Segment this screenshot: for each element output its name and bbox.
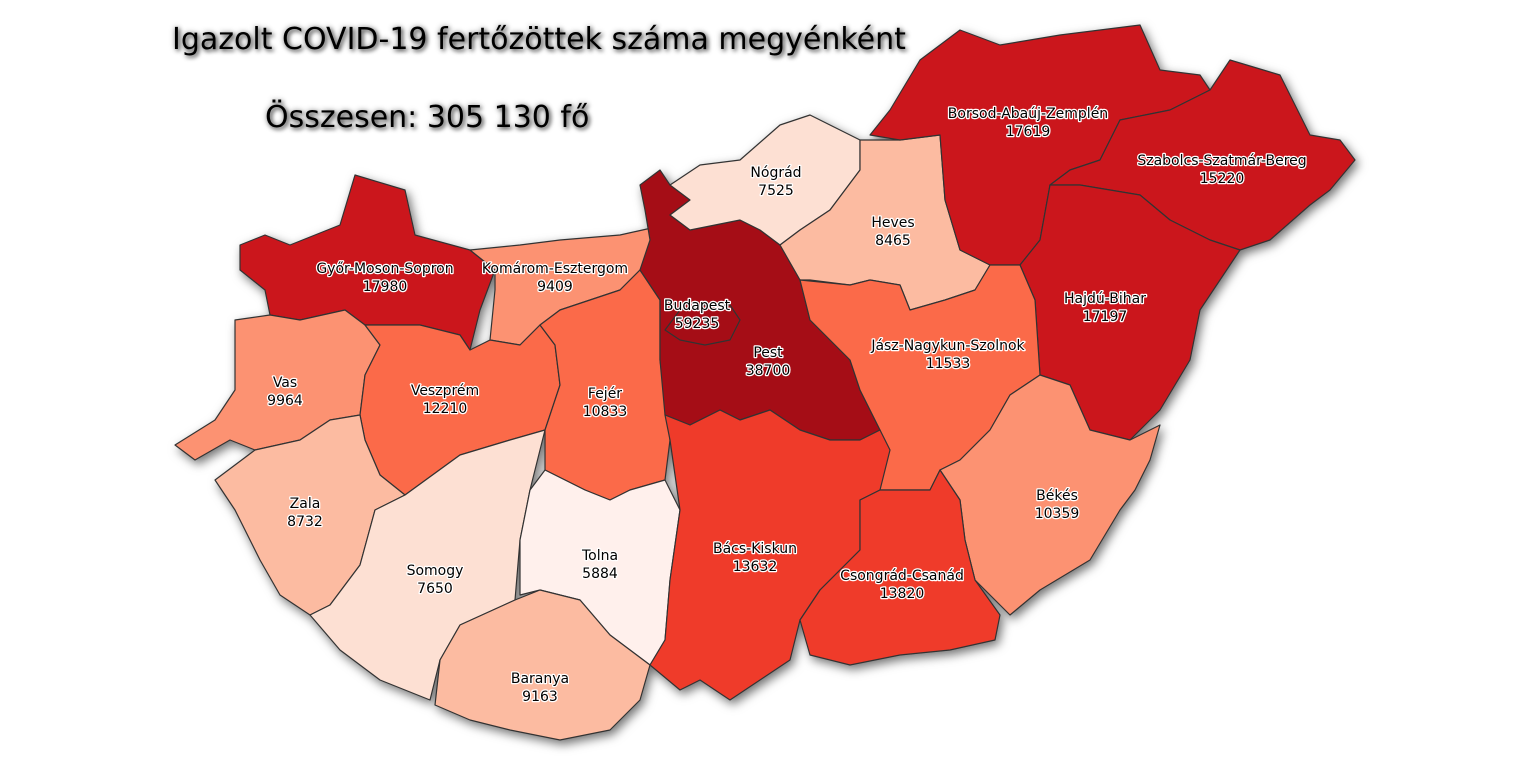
county-name-label: Baranya — [511, 671, 569, 687]
county-value-label: 17197 — [1083, 309, 1128, 325]
county-value-label: 9163 — [522, 689, 558, 705]
county-value-label: 38700 — [746, 363, 791, 379]
county-name-label: Budapest — [664, 298, 731, 314]
county-value-label: 10359 — [1035, 506, 1080, 522]
county-bekes — [939, 374, 1161, 616]
county-value-label: 7525 — [758, 183, 794, 199]
county-budapest — [664, 304, 741, 346]
county-name-label: Bács-Kiskun — [713, 541, 797, 557]
county-value-label: 7650 — [417, 581, 453, 597]
county-value-label: 12210 — [423, 401, 468, 417]
county-name-label: Hajdú-Bihar — [1064, 291, 1146, 307]
county-name-label: Borsod-Abaúj-Zemplén — [948, 106, 1108, 122]
county-name-label: Szabolcs-Szatmár-Bereg — [1137, 153, 1306, 169]
county-value-label: 17980 — [363, 279, 408, 295]
county-name-label: Csongrád-Csanád — [840, 568, 964, 584]
county-name-label: Tolna — [581, 548, 618, 564]
county-value-label: 9964 — [267, 393, 303, 409]
county-name-label: Komárom-Esztergom — [482, 261, 628, 277]
county-value-label: 15220 — [1200, 171, 1245, 187]
county-value-label: 10833 — [583, 404, 628, 420]
county-value-label: 17619 — [1006, 124, 1051, 140]
county-name-label: Pest — [753, 345, 783, 361]
county-name-label: Nógrád — [750, 165, 801, 181]
county-value-label: 9409 — [537, 279, 573, 295]
map-title: Igazolt COVID-19 fertőzöttek száma megyé… — [172, 22, 906, 57]
county-value-label: 11533 — [926, 356, 971, 372]
county-name-label: Győr-Moson-Sopron — [316, 261, 453, 277]
county-name-label: Zala — [290, 496, 321, 512]
county-value-label: 8732 — [287, 514, 323, 530]
county-value-label: 8465 — [875, 233, 911, 249]
county-value-label: 5884 — [582, 566, 618, 582]
county-csongrad-csanad — [799, 469, 1001, 666]
county-value-label: 59235 — [675, 316, 720, 332]
county-name-label: Heves — [871, 215, 914, 231]
county-value-label: 13820 — [880, 586, 925, 602]
county-name-label: Vas — [273, 375, 297, 391]
county-name-label: Somogy — [407, 563, 464, 579]
county-baranya — [434, 589, 651, 741]
county-fejer — [539, 269, 671, 501]
county-name-label: Veszprém — [411, 383, 479, 399]
county-value-label: 13632 — [733, 559, 778, 575]
county-name-label: Jász-Nagykun-Szolnok — [870, 338, 1025, 354]
county-name-label: Fejér — [588, 386, 622, 402]
total-count: Összesen: 305 130 fő — [265, 100, 590, 135]
county-name-label: Békés — [1036, 488, 1078, 504]
